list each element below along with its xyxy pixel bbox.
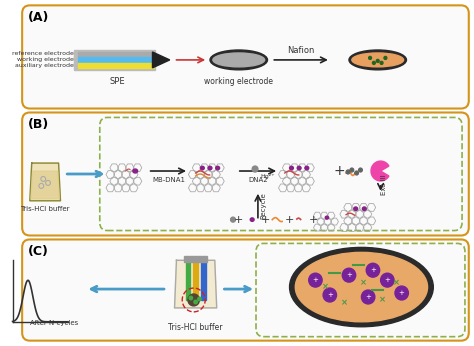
Text: +: + — [261, 215, 270, 225]
Text: (B): (B) — [28, 118, 49, 131]
Circle shape — [373, 61, 375, 64]
Ellipse shape — [354, 207, 357, 210]
Circle shape — [359, 168, 362, 172]
Ellipse shape — [295, 252, 428, 322]
Ellipse shape — [363, 207, 366, 210]
Bar — [184, 256, 192, 262]
Circle shape — [362, 290, 375, 304]
FancyBboxPatch shape — [22, 112, 469, 236]
Ellipse shape — [213, 53, 264, 67]
Text: (C): (C) — [28, 245, 49, 258]
Text: working electrode: working electrode — [204, 77, 273, 86]
Text: +: + — [370, 267, 376, 273]
Circle shape — [194, 300, 197, 304]
Ellipse shape — [297, 166, 301, 170]
Circle shape — [381, 273, 394, 287]
Text: +: + — [285, 215, 294, 225]
Circle shape — [309, 273, 322, 287]
Circle shape — [376, 60, 379, 62]
Circle shape — [395, 286, 409, 300]
Text: SPE: SPE — [109, 77, 125, 86]
Ellipse shape — [201, 166, 204, 170]
Ellipse shape — [305, 166, 309, 170]
Text: Hg²⁺: Hg²⁺ — [261, 173, 275, 179]
Ellipse shape — [349, 50, 407, 70]
Circle shape — [198, 297, 201, 301]
Bar — [185, 260, 191, 300]
Text: Exo III: Exo III — [381, 174, 387, 195]
FancyBboxPatch shape — [22, 5, 469, 109]
Text: +: + — [346, 272, 352, 278]
Text: +: + — [312, 277, 319, 283]
Text: DNA2: DNA2 — [248, 177, 268, 183]
Bar — [78, 57, 155, 62]
Polygon shape — [153, 52, 170, 68]
Ellipse shape — [290, 166, 293, 170]
Ellipse shape — [210, 50, 267, 70]
Ellipse shape — [250, 218, 254, 221]
Circle shape — [188, 294, 200, 306]
Bar — [74, 50, 155, 58]
Text: Tris-HCl buffer: Tris-HCl buffer — [20, 206, 70, 212]
Ellipse shape — [133, 169, 137, 173]
Bar — [78, 63, 155, 69]
Circle shape — [366, 263, 380, 277]
Ellipse shape — [290, 247, 433, 327]
Circle shape — [355, 171, 358, 175]
Text: +: + — [365, 294, 371, 300]
Text: ×: × — [341, 299, 348, 308]
Circle shape — [342, 268, 356, 282]
Text: (A): (A) — [28, 11, 49, 24]
Ellipse shape — [325, 216, 328, 219]
Ellipse shape — [216, 166, 219, 170]
FancyBboxPatch shape — [22, 239, 469, 341]
Ellipse shape — [352, 53, 403, 67]
Polygon shape — [31, 171, 60, 199]
Wedge shape — [371, 161, 389, 181]
Circle shape — [323, 288, 337, 302]
Text: ×: × — [393, 279, 401, 288]
Bar — [201, 260, 206, 300]
Circle shape — [189, 296, 192, 300]
Circle shape — [231, 217, 236, 222]
Circle shape — [384, 56, 387, 60]
Circle shape — [350, 168, 354, 172]
Text: +: + — [384, 277, 390, 283]
Circle shape — [252, 166, 258, 172]
Text: Recycle: Recycle — [261, 192, 267, 219]
Text: After N cycles: After N cycles — [30, 320, 78, 326]
Text: ×: × — [321, 283, 328, 292]
Bar — [193, 260, 198, 300]
Text: +: + — [334, 164, 345, 178]
Text: +: + — [234, 215, 244, 225]
Bar — [200, 256, 207, 262]
Text: auxiliary electrode: auxiliary electrode — [15, 63, 74, 69]
Bar — [78, 53, 155, 57]
Text: +: + — [309, 215, 318, 225]
Circle shape — [369, 56, 372, 60]
Circle shape — [380, 61, 383, 64]
Bar — [74, 62, 155, 70]
Text: +: + — [399, 290, 405, 296]
Text: ×: × — [379, 295, 386, 304]
Bar — [192, 256, 200, 262]
Text: Nafion: Nafion — [287, 46, 315, 55]
Text: reference electrode: reference electrode — [12, 52, 74, 56]
Text: working electrode: working electrode — [17, 57, 74, 62]
Circle shape — [346, 170, 350, 174]
Text: MB-DNA1: MB-DNA1 — [152, 177, 185, 183]
Circle shape — [350, 168, 354, 172]
Text: Tris-HCl buffer: Tris-HCl buffer — [168, 323, 223, 332]
Circle shape — [346, 170, 350, 174]
Text: ×: × — [360, 279, 367, 288]
Circle shape — [359, 168, 362, 172]
Ellipse shape — [208, 166, 212, 170]
Polygon shape — [30, 163, 61, 201]
Circle shape — [355, 171, 358, 175]
Polygon shape — [174, 260, 217, 308]
Bar — [74, 56, 155, 64]
Text: +: + — [327, 292, 333, 298]
